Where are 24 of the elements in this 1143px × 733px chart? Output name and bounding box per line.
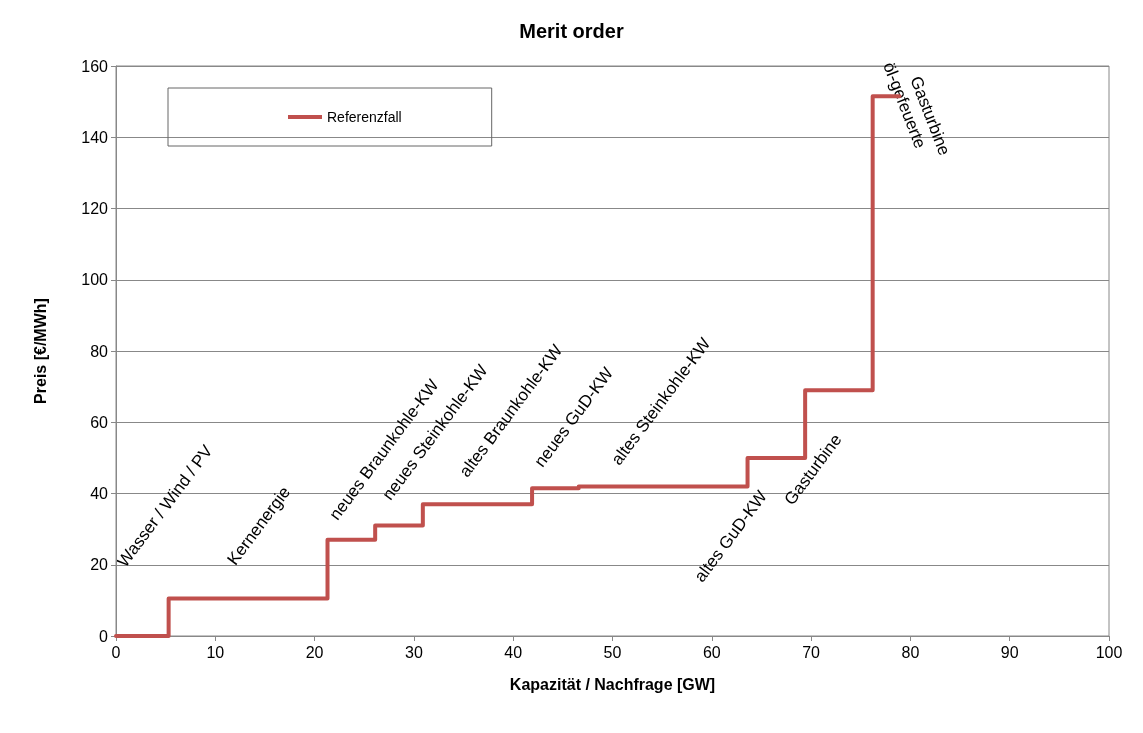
y-tick-label: 100 — [81, 271, 109, 289]
y-tick-label: 140 — [81, 128, 109, 146]
x-tick-label: 100 — [1095, 643, 1123, 661]
x-tick-label: 60 — [702, 643, 721, 661]
y-tick-label: 20 — [90, 556, 109, 574]
y-tick-label: 0 — [99, 627, 109, 645]
x-tick-label: 10 — [206, 643, 225, 661]
x-tick-label: 90 — [1000, 643, 1019, 661]
x-axis-title: Kapazität / Nachfrage [GW] — [509, 675, 716, 693]
x-tick-label: 80 — [901, 643, 920, 661]
y-tick-label: 160 — [81, 57, 109, 75]
x-tick-label: 70 — [802, 643, 821, 661]
x-tick-label: 40 — [504, 643, 523, 661]
x-tick-label: 0 — [111, 643, 121, 661]
legend-label: Referenzfall — [327, 109, 402, 125]
y-tick-label: 80 — [90, 342, 109, 360]
chart-title: Merit order — [519, 20, 624, 42]
x-tick-label: 50 — [603, 643, 622, 661]
x-tick-label: 30 — [405, 643, 423, 661]
x-tick-label: 20 — [305, 643, 324, 661]
y-tick-label: 40 — [90, 485, 109, 502]
y-tick-label: 120 — [81, 200, 109, 217]
y-axis-title: Preis [€/MWh] — [31, 298, 49, 404]
y-tick-label: 60 — [90, 413, 109, 431]
